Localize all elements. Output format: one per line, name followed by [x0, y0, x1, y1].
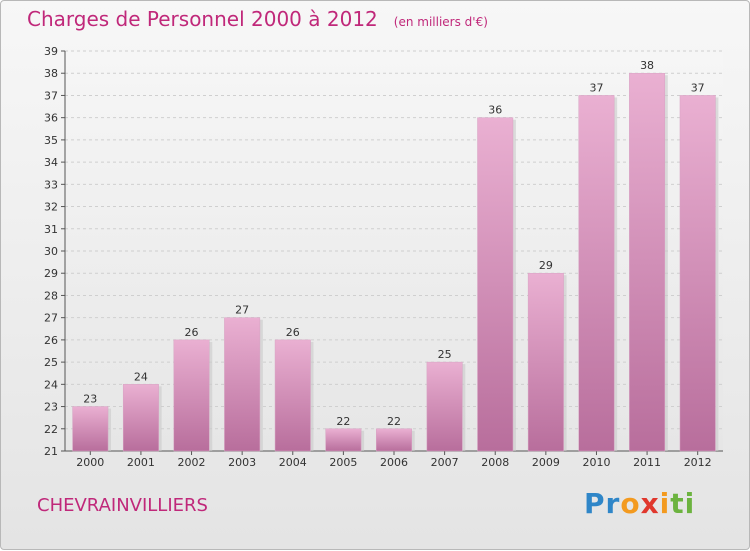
x-tick-label: 2003	[228, 456, 256, 469]
value-label: 29	[539, 259, 553, 272]
y-tick-label: 28	[44, 289, 58, 302]
bar-2003	[224, 317, 261, 452]
value-label: 36	[488, 104, 502, 117]
y-tick-label: 38	[44, 67, 58, 80]
y-tick-label: 21	[44, 445, 58, 458]
value-label: 26	[185, 326, 199, 339]
value-label: 38	[640, 59, 654, 72]
x-tick-label: 2009	[532, 456, 560, 469]
logo-letter: x	[640, 487, 660, 520]
value-label: 37	[691, 81, 705, 94]
logo-letter: i	[659, 487, 671, 520]
value-label: 24	[134, 370, 148, 383]
x-tick-label: 2011	[633, 456, 661, 469]
title-row: Charges de Personnel 2000 à 2012 (en mil…	[27, 7, 488, 31]
bar-2011	[629, 72, 666, 452]
bar-2012	[679, 95, 716, 452]
x-tick-label: 2001	[127, 456, 155, 469]
y-tick-label: 27	[44, 312, 58, 325]
logo-letter: i	[684, 487, 696, 520]
bar-2000	[72, 406, 109, 452]
value-label: 22	[387, 415, 401, 428]
chart-subtitle: (en milliers d'€)	[393, 15, 488, 29]
town-name: CHEVRAINVILLIERS	[37, 495, 208, 516]
bar-2002	[173, 339, 210, 452]
bar-2010	[578, 95, 615, 452]
value-label: 37	[589, 81, 603, 94]
value-label: 25	[438, 348, 452, 361]
x-tick-label: 2007	[431, 456, 459, 469]
y-tick-label: 33	[44, 178, 58, 191]
value-label: 22	[336, 415, 350, 428]
bar-2004	[274, 339, 311, 452]
y-tick-label: 39	[44, 45, 58, 58]
logo-letter: P	[584, 487, 606, 520]
chart-title: Charges de Personnel 2000 à 2012	[27, 7, 378, 31]
y-tick-label: 29	[44, 267, 58, 280]
y-tick-label: 25	[44, 356, 58, 369]
value-label: 23	[83, 393, 97, 406]
bar-2009	[527, 272, 564, 452]
x-tick-label: 2006	[380, 456, 408, 469]
logo-letter: t	[670, 487, 685, 520]
y-tick-label: 37	[44, 89, 58, 102]
bar-2008	[477, 117, 514, 452]
bar-2005	[325, 428, 362, 452]
y-tick-label: 22	[44, 423, 58, 436]
y-tick-label: 35	[44, 134, 58, 147]
y-tick-label: 26	[44, 334, 58, 347]
logo-letter: o	[620, 487, 641, 520]
bar-2001	[122, 384, 159, 452]
x-tick-label: 2000	[76, 456, 104, 469]
y-tick-label: 36	[44, 112, 58, 125]
x-tick-label: 2008	[481, 456, 509, 469]
bar-2006	[376, 428, 412, 452]
x-tick-label: 2004	[279, 456, 307, 469]
proxiti-logo: Proxiti	[584, 487, 695, 520]
y-tick-label: 30	[44, 245, 58, 258]
y-tick-label: 23	[44, 401, 58, 414]
x-tick-label: 2005	[329, 456, 357, 469]
y-tick-label: 31	[44, 223, 58, 236]
x-tick-label: 2012	[684, 456, 712, 469]
value-label: 26	[286, 326, 300, 339]
value-label: 27	[235, 304, 249, 317]
y-tick-label: 34	[44, 156, 58, 169]
x-tick-label: 2002	[178, 456, 206, 469]
logo-letter: r	[605, 487, 621, 520]
y-tick-label: 24	[44, 378, 58, 391]
bar-2007	[426, 361, 463, 452]
x-tick-label: 2010	[582, 456, 610, 469]
y-tick-label: 32	[44, 201, 58, 214]
